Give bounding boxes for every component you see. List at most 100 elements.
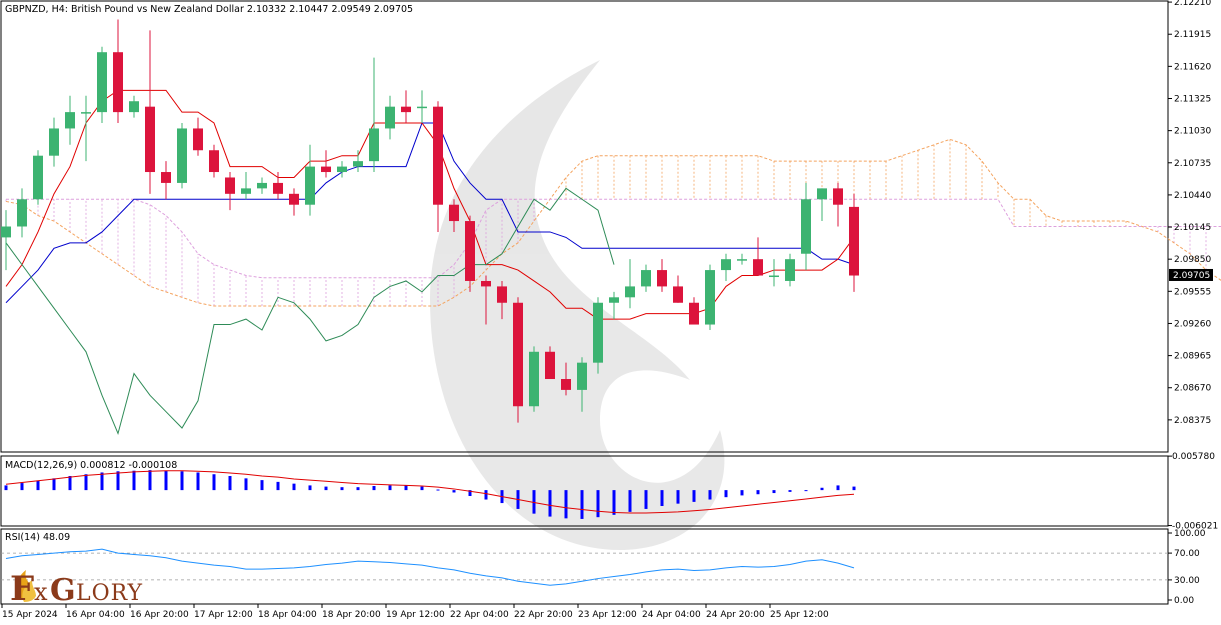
time-tick-label: 24 Apr 04:00 <box>642 610 701 620</box>
candle <box>33 150 43 205</box>
macd-bar <box>468 490 472 496</box>
time-tick-label: 23 Apr 12:00 <box>578 610 637 620</box>
macd-bar <box>852 486 856 491</box>
candle-body <box>289 193 299 205</box>
candle <box>833 182 843 227</box>
svg-text:F: F <box>10 569 34 608</box>
rsi-tick-label: 70.00 <box>1174 549 1200 559</box>
candle <box>49 117 59 167</box>
candle <box>449 199 459 232</box>
price-tick-label: 2.09555 <box>1174 287 1211 297</box>
candle-body <box>1 226 11 238</box>
macd-bar <box>612 490 616 515</box>
candle-body <box>657 270 667 287</box>
time-tick-label: 25 Apr 12:00 <box>770 610 829 620</box>
time-tick-label: 17 Apr 12:00 <box>194 610 253 620</box>
price-tick-label: 2.10735 <box>1174 159 1211 169</box>
candle-body <box>17 199 27 227</box>
price-tick-label: 2.11030 <box>1174 127 1211 137</box>
candle <box>401 90 411 124</box>
candle <box>577 357 587 412</box>
candle-body <box>721 259 731 271</box>
macd-bar <box>532 490 536 514</box>
rsi-label: RSI(14) 48.09 <box>5 532 70 543</box>
macd-bar <box>20 483 24 491</box>
candle <box>673 275 683 303</box>
macd-bar <box>564 490 568 519</box>
candle <box>257 177 267 194</box>
candle <box>209 144 219 178</box>
time-tick-label: 18 Apr 20:00 <box>322 610 381 620</box>
candle-body <box>193 128 203 151</box>
candle <box>369 57 379 173</box>
candle-body <box>209 150 219 173</box>
macd-bar <box>276 481 280 491</box>
macd-tick-label: -0.006021 <box>1172 522 1218 532</box>
candle <box>785 253 795 287</box>
candle-body <box>833 188 843 205</box>
candle-body <box>113 52 123 113</box>
candle-body <box>273 182 283 194</box>
macd-bar <box>740 490 744 496</box>
candle-body <box>145 106 155 173</box>
macd-bar <box>756 490 760 495</box>
current-price-label: 2.09705 <box>1173 271 1210 281</box>
kijun-line <box>5 122 855 304</box>
macd-bar <box>324 486 328 491</box>
senkou-span-a <box>5 138 1221 307</box>
candle <box>481 275 491 325</box>
candle-body <box>801 199 811 254</box>
time-tick-label: 15 Apr 2024 <box>2 610 58 620</box>
candle-body <box>465 221 475 281</box>
svg-text:G: G <box>50 573 76 608</box>
candle-body <box>97 52 107 113</box>
candle-body <box>609 297 619 303</box>
time-tick-label: 22 Apr 20:00 <box>514 610 573 620</box>
candle-body <box>433 106 443 205</box>
candle <box>321 150 331 178</box>
candle <box>353 150 363 173</box>
candle <box>721 253 731 281</box>
candle <box>193 117 203 156</box>
candle <box>1 210 11 271</box>
candle <box>129 95 139 118</box>
macd-bar <box>356 487 360 491</box>
candle-body <box>641 270 651 287</box>
time-tick-label: 16 Apr 20:00 <box>130 610 189 620</box>
time-tick-label: 24 Apr 20:00 <box>706 610 765 620</box>
watermark-logo <box>430 60 725 550</box>
candle-body <box>449 204 459 222</box>
price-tick-label: 2.08375 <box>1174 416 1211 426</box>
candle <box>305 144 315 216</box>
macd-panel-frame <box>0 455 1169 527</box>
candle <box>241 172 251 200</box>
macd-bar <box>676 490 680 504</box>
candle <box>465 215 475 292</box>
rsi-tick-label: 30.00 <box>1174 576 1200 586</box>
macd-bar <box>404 485 408 491</box>
fxglory-logo: F x G LORY <box>10 569 142 608</box>
candle <box>529 346 539 412</box>
candle <box>65 95 75 145</box>
macd-bar <box>100 472 104 491</box>
current-price-marker: 2.09705 <box>1169 268 1213 281</box>
macd-bar <box>708 490 712 500</box>
macd-bar <box>308 485 312 491</box>
candle-body <box>129 101 139 113</box>
candle <box>161 161 171 200</box>
macd-bar <box>52 478 56 491</box>
rsi-panel: RSI(14) 48.09 100.00 70.00 30.00 0.00 <box>0 528 1206 606</box>
macd-bar <box>580 490 584 519</box>
macd-bar <box>132 470 136 491</box>
candle-body <box>305 166 315 205</box>
rsi-series <box>5 548 855 586</box>
candle <box>657 259 667 292</box>
macd-histogram <box>4 470 856 519</box>
candle-body <box>705 270 715 325</box>
candle <box>801 182 811 271</box>
price-tick-label: 2.12210 <box>1174 0 1211 8</box>
candle-body <box>241 188 251 194</box>
macd-bar <box>436 489 440 491</box>
candle-body <box>337 166 347 173</box>
candle-body <box>769 275 779 278</box>
